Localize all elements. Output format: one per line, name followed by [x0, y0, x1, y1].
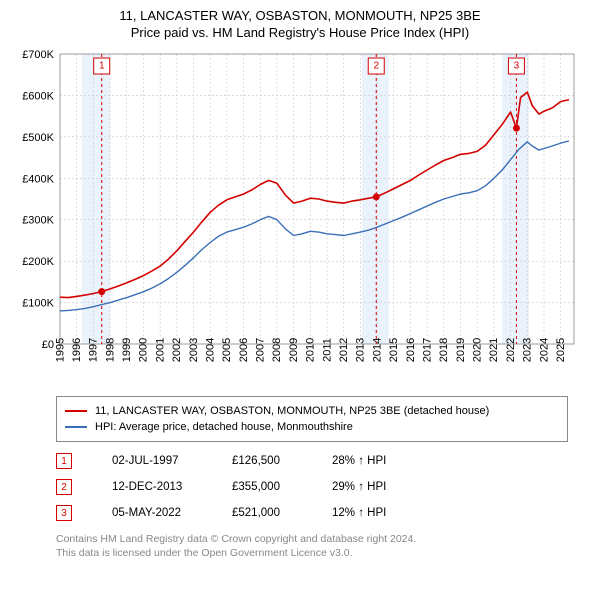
marker-date: 05-MAY-2022	[112, 507, 232, 519]
svg-text:2006: 2006	[238, 338, 250, 362]
chart-subtitle: Price paid vs. HM Land Registry's House …	[12, 25, 588, 40]
svg-text:2013: 2013	[355, 338, 367, 362]
marker-pct: 28% ↑ HPI	[332, 455, 452, 467]
svg-text:1996: 1996	[71, 338, 83, 362]
svg-text:2010: 2010	[305, 338, 317, 362]
svg-text:2011: 2011	[321, 338, 333, 362]
svg-text:2008: 2008	[271, 338, 283, 362]
svg-text:£500K: £500K	[22, 132, 54, 144]
svg-text:2023: 2023	[522, 338, 534, 362]
legend-swatch	[65, 410, 87, 412]
svg-text:2025: 2025	[555, 338, 567, 362]
legend-label: 11, LANCASTER WAY, OSBASTON, MONMOUTH, N…	[95, 405, 489, 417]
marker-number-box: 2	[56, 479, 72, 495]
marker-row: 2 12-DEC-2013£355,00029% ↑ HPI	[56, 474, 568, 500]
svg-text:2009: 2009	[288, 338, 300, 362]
svg-text:2018: 2018	[438, 338, 450, 362]
marker-row: 3 05-MAY-2022£521,00012% ↑ HPI	[56, 500, 568, 526]
marker-price: £126,500	[232, 455, 332, 467]
svg-text:£100K: £100K	[22, 298, 54, 310]
chart-area: £0 £100K £200K £300K £400K £500K £600K £700K 199…	[12, 46, 588, 386]
svg-text:2024: 2024	[538, 338, 550, 362]
svg-text:2017: 2017	[421, 338, 433, 362]
svg-text:2019: 2019	[455, 338, 467, 362]
svg-text:£300K: £300K	[22, 215, 54, 227]
svg-text:2016: 2016	[405, 338, 417, 362]
marker-rows: 1 02-JUL-1997£126,50028% ↑ HPI 2 12-DEC-201…	[56, 448, 568, 526]
marker-number-box: 1	[56, 453, 72, 469]
svg-text:£0: £0	[42, 339, 54, 351]
svg-text:£200K: £200K	[22, 256, 54, 268]
svg-text:2021: 2021	[488, 338, 500, 362]
svg-text:£600K: £600K	[22, 90, 54, 102]
svg-text:1: 1	[99, 61, 105, 72]
svg-text:2000: 2000	[138, 338, 150, 362]
svg-text:2001: 2001	[154, 338, 166, 362]
svg-text:2012: 2012	[338, 338, 350, 362]
svg-text:1998: 1998	[104, 338, 116, 362]
svg-text:2022: 2022	[505, 338, 517, 362]
footnote-line: This data is licensed under the Open Gov…	[56, 546, 568, 560]
marker-date: 02-JUL-1997	[112, 455, 232, 467]
svg-text:3: 3	[514, 61, 520, 72]
svg-text:2007: 2007	[255, 338, 267, 362]
legend: 11, LANCASTER WAY, OSBASTON, MONMOUTH, N…	[56, 396, 568, 442]
title-block: 11, LANCASTER WAY, OSBASTON, MONMOUTH, N…	[12, 8, 588, 40]
marker-number-box: 3	[56, 505, 72, 521]
marker-price: £355,000	[232, 481, 332, 493]
footnote-line: Contains HM Land Registry data © Crown c…	[56, 532, 568, 546]
svg-text:2002: 2002	[171, 338, 183, 362]
legend-item: 11, LANCASTER WAY, OSBASTON, MONMOUTH, N…	[65, 403, 559, 419]
svg-text:2015: 2015	[388, 338, 400, 362]
legend-item: HPI: Average price, detached house, Monm…	[65, 419, 559, 435]
svg-text:1999: 1999	[121, 338, 133, 362]
svg-text:2: 2	[373, 61, 379, 72]
legend-label: HPI: Average price, detached house, Monm…	[95, 421, 353, 433]
svg-text:£700K: £700K	[22, 49, 54, 61]
svg-text:1997: 1997	[88, 338, 100, 362]
svg-text:2014: 2014	[371, 338, 383, 362]
marker-pct: 12% ↑ HPI	[332, 507, 452, 519]
marker-pct: 29% ↑ HPI	[332, 481, 452, 493]
footnote: Contains HM Land Registry data © Crown c…	[56, 532, 568, 560]
svg-text:2020: 2020	[472, 338, 484, 362]
marker-price: £521,000	[232, 507, 332, 519]
svg-text:£400K: £400K	[22, 173, 54, 185]
chart-container: 11, LANCASTER WAY, OSBASTON, MONMOUTH, N…	[0, 0, 600, 568]
marker-row: 1 02-JUL-1997£126,50028% ↑ HPI	[56, 448, 568, 474]
svg-text:2003: 2003	[188, 338, 200, 362]
line-chart-svg: £0 £100K £200K £300K £400K £500K £600K £700K 199…	[12, 46, 588, 386]
svg-text:2005: 2005	[221, 338, 233, 362]
chart-title: 11, LANCASTER WAY, OSBASTON, MONMOUTH, N…	[12, 8, 588, 23]
marker-date: 12-DEC-2013	[112, 481, 232, 493]
svg-text:2004: 2004	[204, 338, 216, 362]
legend-swatch	[65, 426, 87, 428]
